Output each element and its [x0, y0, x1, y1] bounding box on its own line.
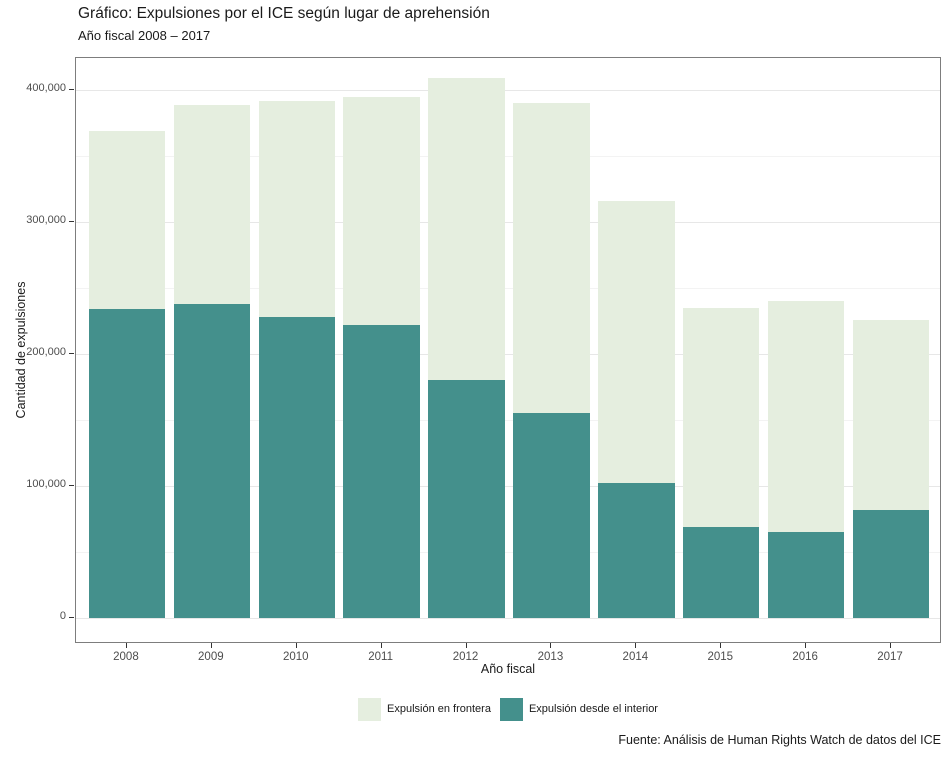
y-tick-label-400000: 400,000: [26, 82, 66, 94]
chart-subtitle: Año fiscal 2008 – 2017: [78, 28, 211, 43]
y-tick-mark-200000: [69, 353, 74, 354]
chart-title: Gráfico: Expulsiones por el ICE según lu…: [78, 5, 490, 22]
bar-segment-2010-interior: [258, 317, 335, 618]
x-tick-label-2010: 2010: [282, 651, 309, 663]
y-tick-label-300000: 300,000: [26, 214, 66, 226]
x-tick-mark-2008: [125, 643, 127, 648]
bar-segment-2015-interior: [683, 526, 760, 618]
y-tick-label-0: 0: [59, 610, 66, 622]
legend-item-interior: Expulsión desde el interior: [499, 697, 658, 721]
x-axis-title: Año fiscal: [480, 662, 536, 676]
legend-label-frontera: Expulsión en frontera: [387, 703, 491, 715]
bar-segment-2012-interior: [428, 380, 505, 618]
x-tick-mark-2017: [890, 643, 892, 648]
bar-segment-2016-interior: [767, 532, 845, 618]
x-tick-label-2015: 2015: [707, 651, 734, 663]
gridline-major-300000: [76, 222, 940, 223]
plot-panel: [75, 57, 941, 643]
bar-segment-2016-frontera: [767, 301, 845, 533]
bar-segment-2015-frontera: [683, 307, 760, 527]
y-tick-mark-300000: [69, 221, 74, 222]
legend-label-interior: Expulsión desde el interior: [528, 703, 658, 715]
bar-segment-2009-frontera: [173, 104, 251, 304]
x-tick-mark-2009: [210, 643, 212, 648]
y-tick-mark-0: [69, 617, 74, 618]
bar-segment-2012-frontera: [428, 78, 505, 381]
y-tick-mark-100000: [69, 485, 74, 486]
bar-segment-2008-interior: [88, 309, 166, 618]
x-tick-mark-2012: [465, 643, 467, 648]
legend: Expulsión en frontera Expulsión desde el…: [75, 695, 941, 723]
gridline-minor-350000: [76, 156, 940, 157]
y-tick-label-100000: 100,000: [26, 478, 66, 490]
bar-segment-2014-frontera: [598, 200, 675, 484]
x-tick-mark-2016: [805, 643, 807, 648]
x-tick-mark-2015: [720, 643, 722, 648]
legend-key-interior-swatch: [499, 697, 523, 721]
bar-segment-2011-interior: [343, 324, 420, 618]
gridline-major-0: [76, 618, 940, 619]
bar-segment-2014-interior: [598, 483, 675, 618]
y-tick-mark-400000: [69, 89, 74, 90]
bar-segment-2009-interior: [173, 303, 251, 618]
x-tick-label-2017: 2017: [877, 651, 903, 663]
gridline-major-400000: [76, 90, 940, 91]
y-tick-label-200000: 200,000: [26, 346, 66, 358]
gridline-minor-250000: [76, 288, 940, 289]
gridline-minor-150000: [76, 420, 940, 421]
bar-segment-2017-interior: [852, 509, 930, 618]
gridline-major-100000: [76, 486, 940, 487]
gridline-major-200000: [76, 354, 940, 355]
x-tick-label-2013: 2013: [537, 651, 564, 663]
x-tick-label-2012: 2012: [452, 651, 479, 663]
bar-segment-2013-frontera: [513, 103, 590, 414]
x-tick-label-2008: 2008: [113, 651, 139, 663]
x-tick-mark-2010: [295, 643, 297, 648]
x-tick-mark-2011: [380, 643, 382, 648]
legend-item-frontera: Expulsión en frontera: [358, 697, 491, 721]
bar-segment-2010-frontera: [258, 100, 335, 318]
x-tick-label-2014: 2014: [622, 651, 649, 663]
bar-segment-2017-frontera: [852, 319, 930, 510]
legend-key-frontera-swatch: [358, 697, 381, 721]
bar-segment-2008-frontera: [88, 130, 166, 310]
x-tick-label-2011: 2011: [368, 651, 393, 663]
x-tick-mark-2013: [550, 643, 552, 648]
source-caption: Fuente: Análisis de Human Rights Watch d…: [618, 733, 941, 747]
x-tick-label-2016: 2016: [792, 651, 818, 663]
bar-segment-2013-interior: [513, 413, 590, 618]
bar-segment-2011-frontera: [343, 96, 420, 325]
x-tick-mark-2014: [635, 643, 637, 648]
x-tick-label-2009: 2009: [198, 651, 224, 663]
gridline-minor-50000: [76, 552, 940, 553]
